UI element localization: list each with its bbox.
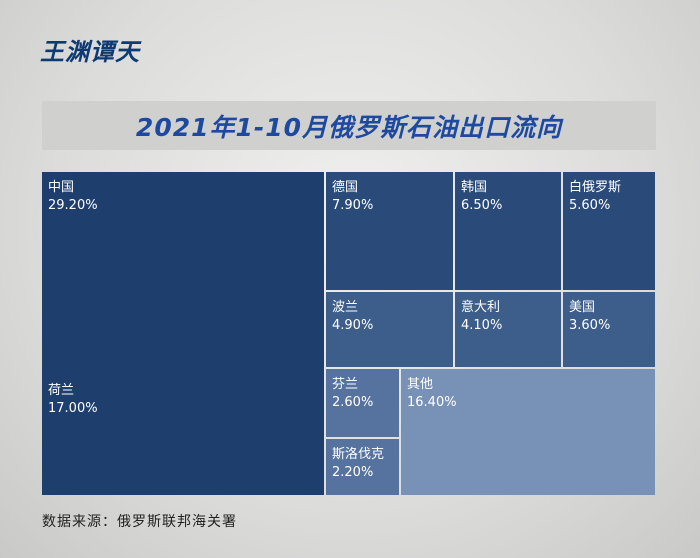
tile-name-label: 荷兰 <box>48 383 74 398</box>
tile-name-label: 美国 <box>569 300 595 315</box>
treemap-tile <box>326 439 399 495</box>
tile-name-label: 波兰 <box>332 300 358 315</box>
tile-value-label: 5.60% <box>569 198 610 213</box>
tile-7: 美国 3.60% <box>563 292 655 367</box>
treemap-tile <box>42 375 324 495</box>
tile-3: 韩国 6.50% <box>455 172 561 290</box>
tile-5: 波兰 4.90% <box>326 292 453 367</box>
tile-8: 芬兰 2.60% <box>326 369 399 437</box>
tile-value-label: 3.60% <box>569 318 610 333</box>
brand-logo: 王渊谭天 <box>40 37 140 66</box>
tile-4: 白俄罗斯 5.60% <box>563 172 655 290</box>
tile-value-label: 16.40% <box>407 395 457 410</box>
tile-value-label: 17.00% <box>48 401 98 416</box>
tile-value-label: 4.10% <box>461 318 502 333</box>
chart-title: 2021年1-10月俄罗斯石油出口流向 <box>135 112 563 142</box>
treemap-tile <box>326 369 399 437</box>
tile-value-label: 7.90% <box>332 198 373 213</box>
treemap-tile <box>401 369 655 495</box>
tile-name-label: 意大利 <box>461 299 500 315</box>
treemap-tile <box>455 172 561 290</box>
treemap-tile <box>42 172 324 375</box>
tile-value-label: 2.20% <box>332 465 373 480</box>
tile-name-label: 芬兰 <box>332 377 358 392</box>
tile-9: 斯洛伐克 2.20% <box>326 439 399 495</box>
tile-name-label: 德国 <box>332 180 358 195</box>
tile-value-label: 29.20% <box>48 198 98 213</box>
tile-2: 德国 7.90% <box>326 172 453 290</box>
tile-name-label: 其他 <box>407 377 433 392</box>
treemap-tile <box>455 292 561 367</box>
tile-value-label: 4.90% <box>332 318 373 333</box>
data-source-note: 数据来源：俄罗斯联邦海关署 <box>42 514 237 530</box>
tile-name-label: 斯洛伐克 <box>332 447 384 462</box>
treemap-tile <box>563 172 655 290</box>
tile-10: 其他 16.40% <box>401 369 655 495</box>
tile-name-label: 韩国 <box>461 180 487 195</box>
tile-value-label: 2.60% <box>332 395 373 410</box>
tile-6: 意大利 4.10% <box>455 292 561 367</box>
tile-1: 荷兰 17.00% <box>42 375 324 495</box>
tile-value-label: 6.50% <box>461 198 502 213</box>
tile-name-label: 中国 <box>48 180 74 195</box>
tile-name-label: 白俄罗斯 <box>569 179 621 195</box>
treemap-tile <box>326 292 453 367</box>
chart-title-banner: 2021年1-10月俄罗斯石油出口流向 <box>42 101 656 150</box>
tile-0: 中国 29.20% <box>42 172 324 375</box>
treemap-tile <box>326 172 453 290</box>
treemap-tile <box>563 292 655 367</box>
